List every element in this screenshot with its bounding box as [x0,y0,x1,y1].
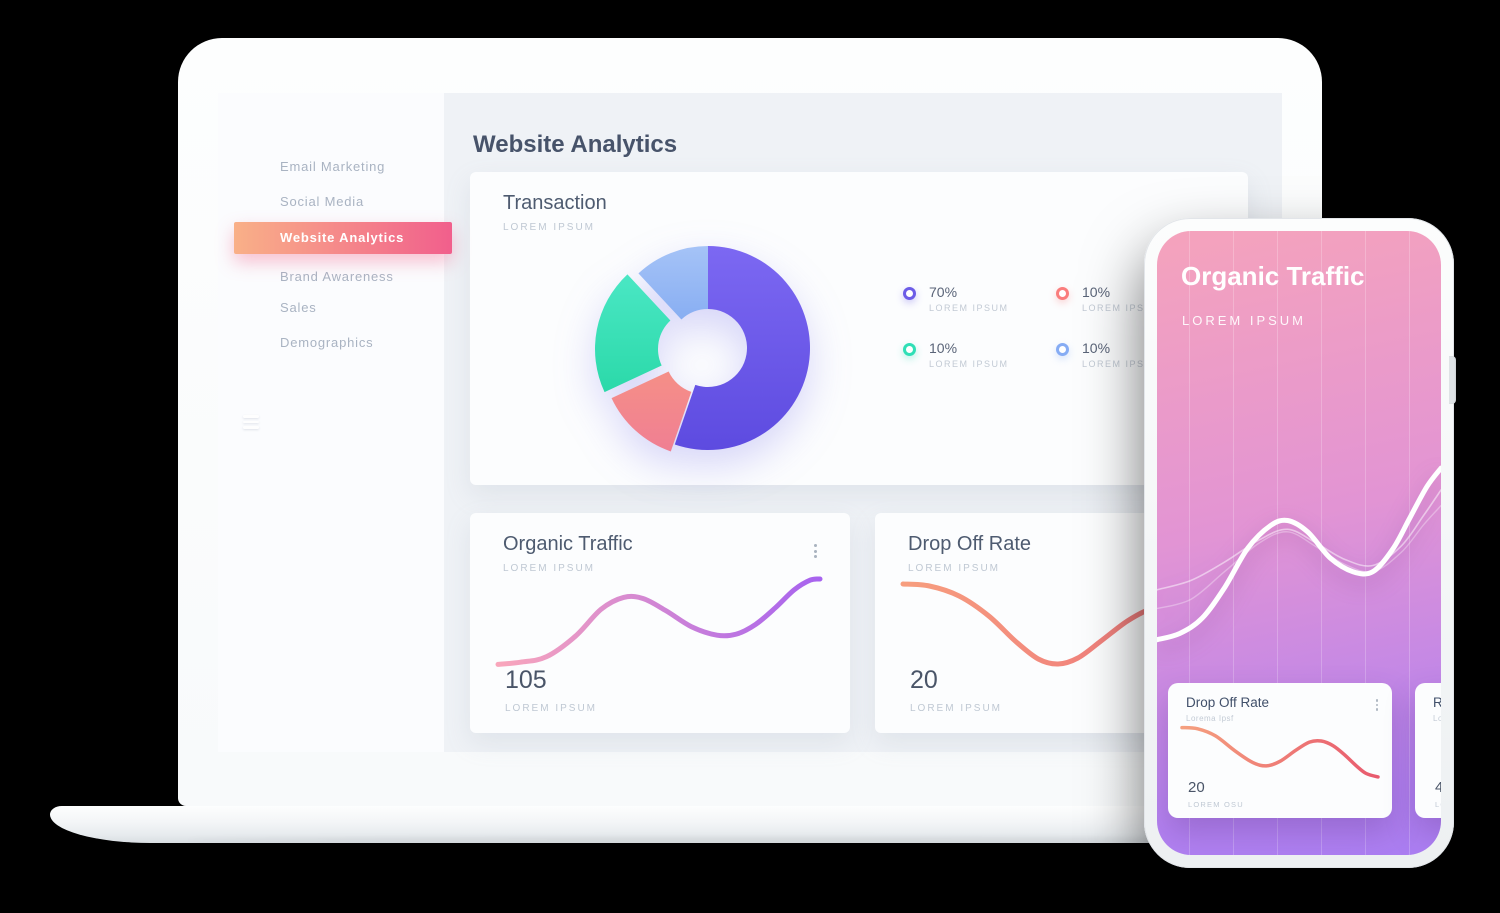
phone-partial-subtitle: Lor [1433,714,1441,723]
phone-drop-off-value: 20 [1188,779,1205,796]
drop-off-rate-title: Drop Off Rate [908,533,1032,555]
page-title: Website Analytics [473,131,678,159]
legend-label: LOREM IPSUM [1082,359,1162,369]
transaction-donut-chart [595,246,810,452]
phone-partial-value: 4 [1435,779,1441,796]
legend-label: LOREM IPSUM [1082,303,1162,313]
legend-label: LOREM IPSUM [929,359,1009,369]
organic-traffic-value-label: LOREM IPSUM [505,703,598,714]
legend-percent: 10% [1082,284,1111,300]
legend-ring-teal-icon [903,343,916,356]
menu-icon[interactable] [243,415,259,432]
laptop-mockup: Email Marketing Social Media Website Ana… [178,38,1322,806]
phone-partial-value-label: LO [1435,800,1441,809]
organic-traffic-card: Organic Traffic LOREM IPSUM 105 LOREM IP… [470,513,850,733]
organic-traffic-line-chart [495,576,823,667]
legend-percent: 10% [929,340,958,356]
phone-mockup: Organic Traffic LOREM IPSUM Drop Off Rat… [1144,218,1456,868]
legend-item-10-teal: 10% LOREM IPSUM [903,340,1056,374]
transaction-card-title: Transaction [503,192,607,214]
organic-traffic-subtitle: LOREM IPSUM [503,563,596,574]
phone-screen: Organic Traffic LOREM IPSUM Drop Off Rat… [1157,231,1441,855]
legend-percent: 10% [1082,340,1111,356]
dashboard-screen: Email Marketing Social Media Website Ana… [218,93,1282,752]
phone-wave-chart [1157,465,1441,643]
sidebar-item-demographics[interactable]: Demographics [280,335,374,350]
phone-drop-off-title: Drop Off Rate [1186,695,1270,710]
sidebar-item-email-marketing[interactable]: Email Marketing [280,159,386,174]
organic-traffic-title: Organic Traffic [503,533,633,555]
drop-off-rate-subtitle: LOREM IPSUM [908,563,1001,574]
legend-ring-red-icon [1056,287,1069,300]
legend-ring-purple-icon [903,287,916,300]
transaction-card: Transaction LOREM IPSUM 70% LOREM IPSUM … [470,172,1248,485]
kebab-menu-icon[interactable] [811,541,820,561]
kebab-menu-icon[interactable] [1374,697,1381,713]
phone-page-title: Organic Traffic [1181,261,1365,291]
sidebar: Email Marketing Social Media Website Ana… [218,93,452,752]
phone-drop-off-subtitle: Lorema Ipsf [1186,714,1234,723]
phone-partial-card: Re Lor 4 LO [1415,683,1441,818]
phone-drop-off-card: Drop Off Rate Lorema Ipsf 20 LOREM OSU [1168,683,1392,818]
organic-traffic-value: 105 [505,666,547,694]
drop-off-rate-value-label: LOREM IPSUM [910,703,1003,714]
legend-percent: 70% [929,284,958,300]
legend-item-10-blue: 10% LOREM IPSUM [1056,340,1209,374]
sidebar-item-social-media[interactable]: Social Media [280,194,365,209]
transaction-card-subtitle: LOREM IPSUM [503,222,596,233]
drop-off-rate-value: 20 [910,666,938,694]
phone-partial-title: Re [1433,695,1441,710]
legend-item-70: 70% LOREM IPSUM [903,284,1056,318]
phone-page-subtitle: LOREM IPSUM [1182,313,1307,328]
donut-legend: 70% LOREM IPSUM 10% LOREM IPSUM 10% LORE… [903,284,1209,374]
legend-item-10-red: 10% LOREM IPSUM [1056,284,1209,318]
legend-label: LOREM IPSUM [929,303,1009,313]
sidebar-item-website-analytics[interactable]: Website Analytics [234,222,452,254]
legend-ring-blue-icon [1056,343,1069,356]
sidebar-item-brand-awareness[interactable]: Brand Awareness [280,269,394,284]
sidebar-item-sales[interactable]: Sales [280,300,317,315]
phone-power-button [1449,356,1456,404]
phone-drop-off-value-label: LOREM OSU [1188,800,1244,809]
phone-drop-off-line-chart [1180,725,1380,779]
